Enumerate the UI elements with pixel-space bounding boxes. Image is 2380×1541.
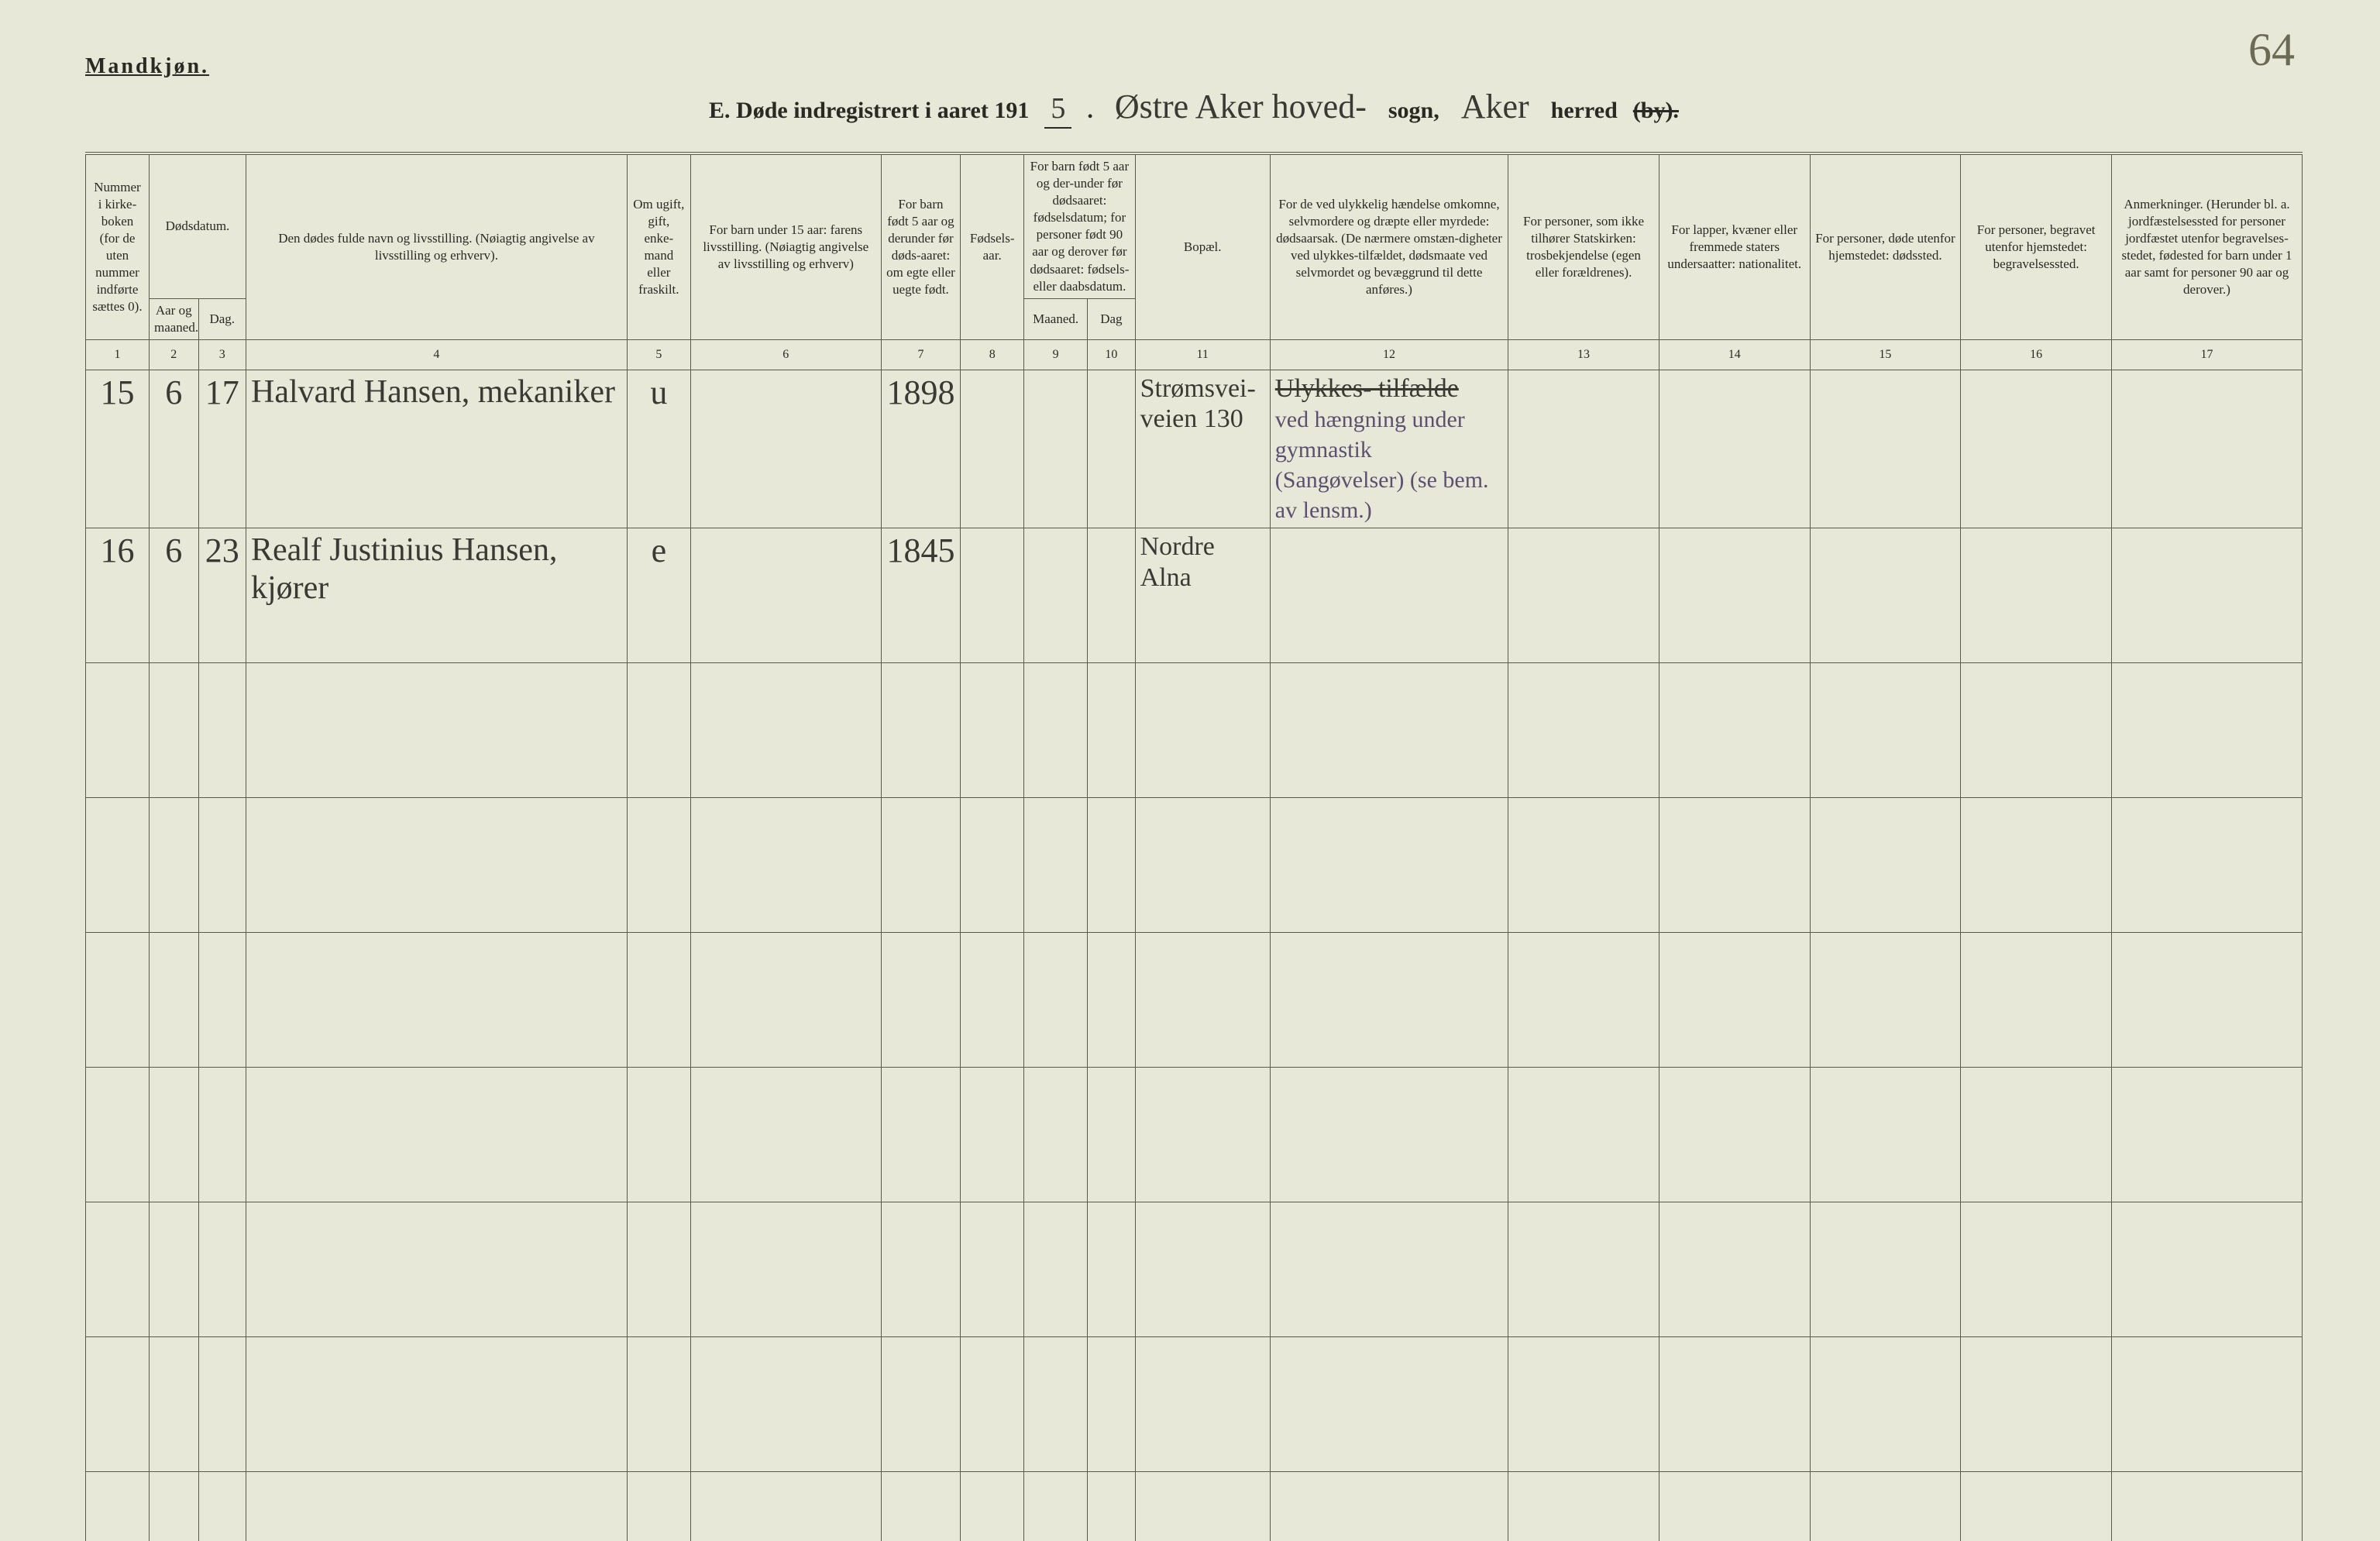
cell-aarsak-text: ved hængning under gymnastik (Sangøvelse… — [1275, 407, 1489, 523]
title-prefix: E. Døde indregistrert i aaret 191 — [709, 98, 1029, 124]
header-gender-row: Mandkjøn. — [85, 54, 2303, 79]
col-num-2: 2 — [149, 339, 198, 370]
col-header-7: For barn født 5 aar og derunder før døds… — [881, 153, 960, 339]
table-row — [86, 663, 2303, 798]
cell-bopel: Strømsvei- veien 130 — [1135, 370, 1270, 528]
herred-value: Aker — [1455, 87, 1536, 126]
col-header-5: Om ugift, gift, enke-mand eller fraskilt… — [627, 153, 690, 339]
table-row — [86, 933, 2303, 1068]
cell-dag: 23 — [198, 528, 246, 663]
cell-faar — [961, 370, 1024, 528]
herred-struck: (by). — [1633, 98, 1679, 124]
cell-egte: 1845 — [881, 528, 960, 663]
col-num-17: 17 — [2111, 339, 2302, 370]
col-num-8: 8 — [961, 339, 1024, 370]
col-header-6: For barn under 15 aar: farens livsstilli… — [690, 153, 881, 339]
cell-aar-mnd: 6 — [149, 528, 198, 663]
cell-bsted — [1961, 528, 2112, 663]
col-num-3: 3 — [198, 339, 246, 370]
col-header-3: Dag. — [198, 298, 246, 339]
col-num-12: 12 — [1270, 339, 1508, 370]
col-header-1: Nummer i kirke-boken (for de uten nummer… — [86, 153, 150, 339]
cell-sivil: e — [627, 528, 690, 663]
cell-faar — [961, 528, 1024, 663]
cell-aarsak — [1270, 528, 1508, 663]
cell-aarsak: Ulykkes- tilfælde ved hængning under gym… — [1270, 370, 1508, 528]
sogn-label: sogn, — [1388, 98, 1439, 124]
cell-nasj — [1659, 370, 1810, 528]
sogn-value: Østre Aker hoved- — [1109, 87, 1373, 126]
col-header-4: Den dødes fulde navn og livsstilling. (N… — [246, 153, 627, 339]
ledger-table: Nummer i kirke-boken (for de uten nummer… — [85, 152, 2303, 1541]
col-num-7: 7 — [881, 339, 960, 370]
cell-bopel: Nordre Alna — [1135, 528, 1270, 663]
cell-fdag — [1088, 528, 1135, 663]
cell-far — [690, 528, 881, 663]
cell-anm — [2111, 370, 2302, 528]
year-suffix: 5 — [1044, 91, 1071, 129]
col-num-4: 4 — [246, 339, 627, 370]
cell-navn: Realf Justinius Hansen, kjører — [246, 528, 627, 663]
table-row — [86, 1068, 2303, 1202]
col-header-2: Aar og maaned. — [149, 298, 198, 339]
table-row — [86, 798, 2303, 933]
cell-fmnd — [1024, 528, 1088, 663]
col-num-11: 11 — [1135, 339, 1270, 370]
title-period: . — [1087, 98, 1093, 124]
title-row: E. Døde indregistrert i aaret 191 5. Østr… — [85, 87, 2303, 129]
col-header-13: For personer, som ikke tilhører Statskir… — [1508, 153, 1659, 339]
cell-far — [690, 370, 881, 528]
col-num-15: 15 — [1810, 339, 1961, 370]
cell-bsted — [1961, 370, 2112, 528]
cell-num: 16 — [86, 528, 150, 663]
cell-fdag — [1088, 370, 1135, 528]
table-head: Nummer i kirke-boken (for de uten nummer… — [86, 153, 2303, 370]
col-num-5: 5 — [627, 339, 690, 370]
cell-fmnd — [1024, 370, 1088, 528]
col-header-10: Dag — [1088, 298, 1135, 339]
col-header-12: For de ved ulykkelig hændelse omkomne, s… — [1270, 153, 1508, 339]
col-num-14: 14 — [1659, 339, 1810, 370]
table-row — [86, 1202, 2303, 1337]
cell-sivil: u — [627, 370, 690, 528]
col-header-9: Maaned. — [1024, 298, 1088, 339]
col-num-9: 9 — [1024, 339, 1088, 370]
col-header-14: For lapper, kvæner eller fremmede stater… — [1659, 153, 1810, 339]
table-row: 15 6 17 Halvard Hansen, mekaniker u 1898… — [86, 370, 2303, 528]
cell-dag: 17 — [198, 370, 246, 528]
cell-nasj — [1659, 528, 1810, 663]
table-row — [86, 1337, 2303, 1472]
col-num-16: 16 — [1961, 339, 2112, 370]
cell-aarsak-struck: Ulykkes- tilfælde — [1275, 374, 1459, 403]
cell-navn: Halvard Hansen, mekaniker — [246, 370, 627, 528]
col-header-8: Fødsels-aar. — [961, 153, 1024, 339]
cell-num: 15 — [86, 370, 150, 528]
col-num-10: 10 — [1088, 339, 1135, 370]
herred-label: herred — [1551, 98, 1618, 124]
page: 64 Mandkjøn. E. Døde indregistrert i aar… — [0, 0, 2380, 1541]
col-header-15: For personer, døde utenfor hjemstedet: d… — [1810, 153, 1961, 339]
col-header-11: Bopæl. — [1135, 153, 1270, 339]
cell-anm — [2111, 528, 2302, 663]
gender-label: Mandkjøn. — [85, 54, 209, 79]
page-number-handwritten: 64 — [2248, 23, 2295, 77]
col-num-13: 13 — [1508, 339, 1659, 370]
cell-tros — [1508, 370, 1659, 528]
col-num-1: 1 — [86, 339, 150, 370]
col-header-16: For personer, begravet utenfor hjemstede… — [1961, 153, 2112, 339]
table-body: 15 6 17 Halvard Hansen, mekaniker u 1898… — [86, 370, 2303, 1541]
col-header-dod: Dødsdatum. — [149, 153, 246, 298]
cell-tros — [1508, 528, 1659, 663]
col-header-born: For barn født 5 aar og der-under før død… — [1024, 153, 1135, 298]
col-header-17: Anmerkninger. (Herunder bl. a. jordfæste… — [2111, 153, 2302, 339]
cell-aar-mnd: 6 — [149, 370, 198, 528]
col-num-6: 6 — [690, 339, 881, 370]
cell-dsted — [1810, 370, 1961, 528]
cell-egte: 1898 — [881, 370, 960, 528]
table-row: 16 6 23 Realf Justinius Hansen, kjører e… — [86, 528, 2303, 663]
table-row — [86, 1472, 2303, 1541]
cell-dsted — [1810, 528, 1961, 663]
